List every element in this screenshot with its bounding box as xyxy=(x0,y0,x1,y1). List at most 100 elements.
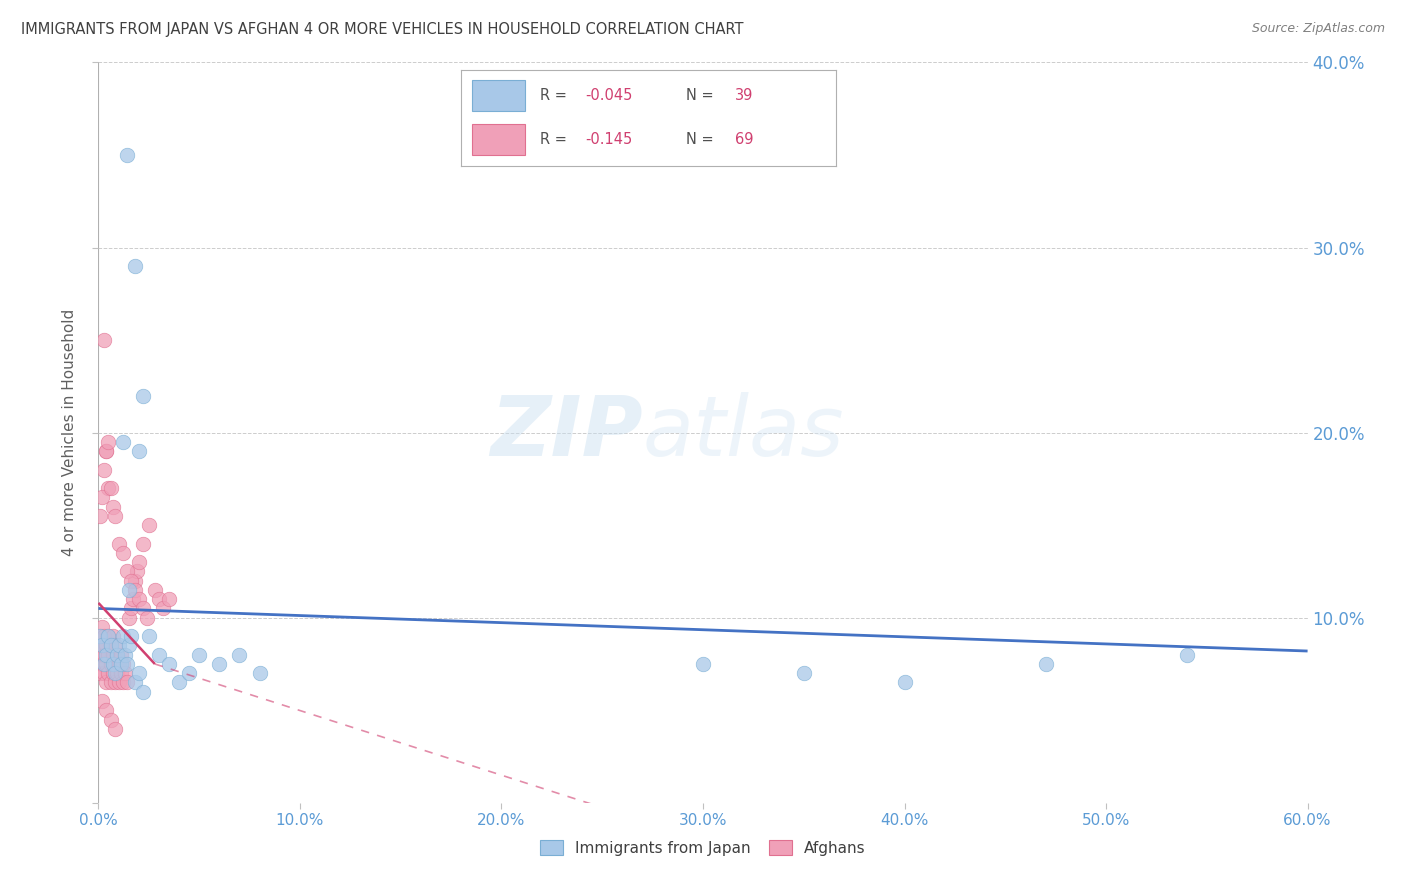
Point xyxy=(115,675,138,690)
Point xyxy=(128,592,150,607)
Point xyxy=(228,648,250,662)
Point xyxy=(93,648,115,662)
Point xyxy=(152,601,174,615)
Point xyxy=(101,657,124,671)
Point xyxy=(111,675,134,690)
Point xyxy=(93,629,115,643)
Point xyxy=(692,657,714,671)
Point xyxy=(96,639,118,653)
Text: ZIP: ZIP xyxy=(489,392,643,473)
Point xyxy=(115,657,138,671)
Point xyxy=(110,666,132,681)
Point xyxy=(115,565,138,579)
Point xyxy=(101,500,124,514)
Point xyxy=(138,518,160,533)
Point xyxy=(120,574,142,588)
Point xyxy=(97,666,120,681)
Point xyxy=(148,592,170,607)
Point xyxy=(118,639,141,653)
Point xyxy=(96,675,118,690)
Point xyxy=(208,657,231,671)
Point xyxy=(93,462,115,476)
Point xyxy=(148,648,170,662)
Text: Source: ZipAtlas.com: Source: ZipAtlas.com xyxy=(1251,22,1385,36)
Point xyxy=(167,675,190,690)
Point xyxy=(96,444,118,458)
Point xyxy=(101,666,124,681)
Point xyxy=(103,657,125,671)
Point xyxy=(97,629,120,643)
Point xyxy=(89,629,111,643)
Point xyxy=(89,629,111,643)
Point xyxy=(96,648,118,662)
Point xyxy=(110,648,132,662)
Point xyxy=(91,639,114,653)
Point xyxy=(97,648,120,662)
Point xyxy=(111,629,134,643)
Point xyxy=(96,703,118,717)
Point xyxy=(105,648,128,662)
Point xyxy=(132,685,155,699)
Point xyxy=(101,629,124,643)
Point xyxy=(120,601,142,615)
Point xyxy=(100,639,122,653)
Point xyxy=(93,666,115,681)
Point xyxy=(97,629,120,643)
Point xyxy=(114,666,136,681)
Point xyxy=(132,601,155,615)
Point xyxy=(125,565,148,579)
Point xyxy=(100,657,122,671)
Point xyxy=(118,610,141,624)
Point xyxy=(110,657,132,671)
Point xyxy=(114,648,136,662)
Point xyxy=(111,657,134,671)
Point xyxy=(105,648,128,662)
Point xyxy=(103,666,125,681)
Point xyxy=(91,620,114,634)
Point xyxy=(107,639,129,653)
Point xyxy=(103,508,125,523)
Point xyxy=(179,666,201,681)
Point xyxy=(97,481,120,495)
Point xyxy=(89,508,111,523)
Point xyxy=(121,592,143,607)
Point xyxy=(132,388,155,402)
Point xyxy=(101,648,124,662)
Point xyxy=(138,629,160,643)
Point xyxy=(107,536,129,550)
Point xyxy=(100,675,122,690)
Text: IMMIGRANTS FROM JAPAN VS AFGHAN 4 OR MORE VEHICLES IN HOUSEHOLD CORRELATION CHAR: IMMIGRANTS FROM JAPAN VS AFGHAN 4 OR MOR… xyxy=(21,22,744,37)
Point xyxy=(1175,648,1198,662)
Point xyxy=(111,546,134,560)
Point xyxy=(100,713,122,727)
Point xyxy=(793,666,815,681)
Point xyxy=(111,434,134,449)
Point xyxy=(91,694,114,708)
Point xyxy=(100,481,122,495)
Point xyxy=(107,675,129,690)
Point xyxy=(118,582,141,597)
Point xyxy=(157,592,180,607)
Point xyxy=(96,657,118,671)
Point xyxy=(124,259,146,273)
Point xyxy=(128,444,150,458)
Text: atlas: atlas xyxy=(643,392,844,473)
Legend: Immigrants from Japan, Afghans: Immigrants from Japan, Afghans xyxy=(534,834,872,862)
Point xyxy=(893,675,915,690)
Point xyxy=(128,666,150,681)
Point xyxy=(107,657,129,671)
Point xyxy=(135,610,157,624)
Point xyxy=(124,574,146,588)
Point xyxy=(143,582,166,597)
Point xyxy=(89,648,111,662)
Point xyxy=(132,536,155,550)
Point xyxy=(115,148,138,162)
Point xyxy=(103,675,125,690)
Point xyxy=(188,648,211,662)
Point xyxy=(93,657,115,671)
Point xyxy=(100,639,122,653)
Point xyxy=(124,582,146,597)
Y-axis label: 4 or more Vehicles in Household: 4 or more Vehicles in Household xyxy=(62,309,77,557)
Point xyxy=(103,639,125,653)
Point xyxy=(249,666,271,681)
